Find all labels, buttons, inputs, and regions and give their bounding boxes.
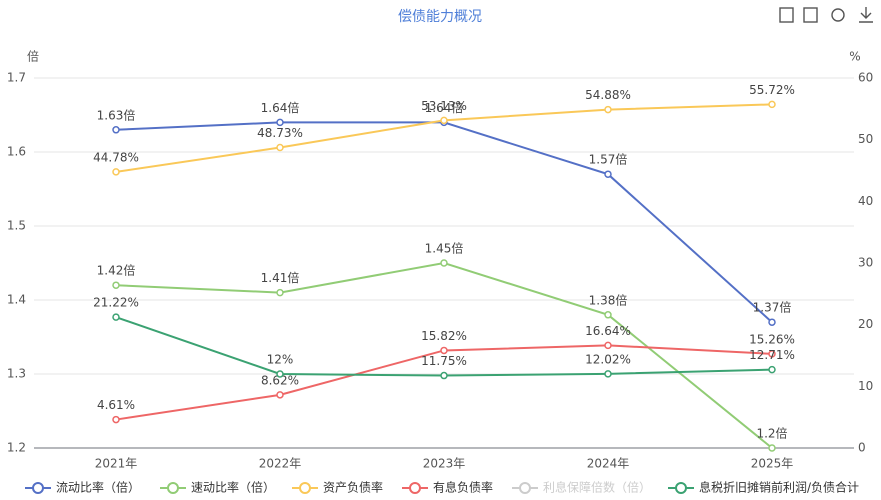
data-label: 1.45倍 [425, 241, 464, 256]
data-point [440, 371, 448, 380]
y-tick-label: 1.4 [7, 293, 26, 307]
data-point [768, 318, 776, 326]
data-point [604, 170, 612, 178]
data-point [604, 370, 612, 378]
y2-tick-label: 10 [858, 379, 873, 393]
data-label: 1.38倍 [589, 292, 628, 307]
legend-icon [519, 482, 531, 494]
data-point [276, 288, 284, 297]
data-label: 1.57倍 [589, 152, 628, 167]
x-tick-label: 2024年 [587, 457, 630, 471]
data-label: 44.78% [93, 150, 139, 164]
data-label: 1.37倍 [753, 300, 792, 315]
legend-icon [299, 482, 311, 494]
data-label: 1.2倍 [756, 426, 787, 441]
data-point [440, 346, 448, 355]
data-point [768, 444, 776, 452]
data-label: 48.73% [257, 126, 303, 140]
data-label: 16.64% [585, 324, 631, 338]
data-label: 4.61% [97, 398, 135, 412]
legend-label[interactable]: 利息保障倍数（倍） [543, 480, 651, 495]
tool-icon[interactable] [779, 7, 794, 23]
y-axis-label: 倍 [27, 49, 39, 64]
data-label: 54.88% [585, 88, 631, 102]
data-label: 1.63倍 [97, 107, 136, 122]
legend-label[interactable]: 资产负债率 [323, 480, 383, 495]
data-point [768, 350, 776, 358]
legend-icon [167, 482, 179, 494]
data-label: 8.62% [261, 373, 299, 387]
data-label: 55.72% [749, 83, 795, 97]
data-label: 1.64倍 [425, 100, 464, 115]
data-point [440, 259, 448, 267]
data-point [604, 311, 612, 319]
x-tick-label: 2023年 [423, 457, 466, 471]
data-label: 15.82% [421, 329, 467, 343]
legend-icon [32, 482, 44, 494]
tool-icon[interactable] [803, 7, 818, 23]
legend-label[interactable]: 有息负债率 [433, 480, 493, 495]
data-point [276, 118, 284, 127]
data-label: 12% [267, 353, 294, 367]
x-tick-label: 2021年 [95, 457, 138, 471]
data-point [768, 100, 776, 109]
data-point [112, 168, 120, 176]
toolbox[interactable] [779, 7, 873, 23]
y2-tick-label: 30 [858, 256, 873, 270]
tool-icon[interactable] [831, 8, 845, 22]
data-label: 1.41倍 [261, 270, 300, 285]
tool-icon[interactable] [859, 7, 873, 23]
y-tick-label: 1.6 [7, 145, 26, 159]
data-point [440, 116, 448, 125]
data-label: 12.02% [585, 352, 631, 366]
data-label: 53.13% [421, 99, 467, 113]
y2-tick-label: 60 [858, 71, 873, 85]
data-label: 1.42倍 [97, 263, 136, 278]
data-label: 11.75% [421, 354, 467, 368]
data-label: 1.64倍 [261, 100, 300, 115]
x-tick-label: 2025年 [751, 457, 794, 471]
data-point [112, 126, 120, 134]
y-tick-label: 1.7 [7, 71, 26, 85]
legend-label[interactable]: 速动比率（倍） [191, 480, 275, 495]
y-tick-label: 1.2 [7, 441, 26, 455]
y2-tick-label: 50 [858, 132, 873, 146]
y2-tick-label: 20 [858, 317, 873, 331]
data-point [112, 313, 120, 321]
data-point [604, 341, 612, 350]
data-label: 21.22% [93, 296, 139, 310]
data-point [112, 415, 120, 424]
data-point [604, 105, 612, 114]
data-label: 12.71% [749, 348, 795, 362]
y-tick-label: 1.5 [7, 219, 26, 233]
y-tick-label: 1.3 [7, 367, 26, 381]
y2-tick-label: 0 [858, 441, 866, 455]
data-point [276, 370, 284, 378]
chart-title: 偿债能力概况 [398, 9, 482, 25]
data-point [112, 281, 120, 289]
x-tick-label: 2022年 [259, 457, 302, 471]
legend-label[interactable]: 流动比率（倍） [56, 480, 140, 495]
legend-icon [675, 482, 687, 494]
legend-icon [409, 482, 421, 494]
y2-axis-label: % [849, 50, 860, 64]
y2-tick-label: 40 [858, 194, 873, 208]
data-point [768, 365, 776, 374]
data-label: 15.26% [749, 332, 795, 346]
data-point [276, 143, 284, 152]
legend-label[interactable]: 息税折旧摊销前利润/负债合计 [699, 480, 859, 495]
data-point [276, 391, 284, 399]
